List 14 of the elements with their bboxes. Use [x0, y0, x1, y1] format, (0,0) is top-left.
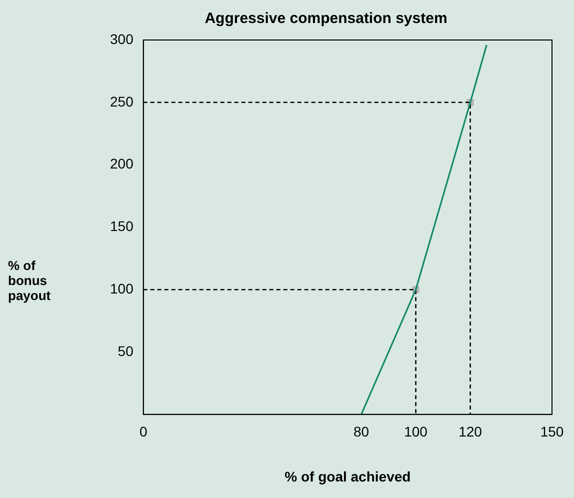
x-tick-label: 0	[139, 424, 148, 440]
x-tick-label: 120	[458, 424, 482, 440]
chart-title: Aggressive compensation system	[204, 10, 448, 28]
y-tick-label: 150	[110, 218, 134, 234]
y-tick-label: 250	[110, 93, 134, 110]
x-tick-label: 80	[354, 424, 370, 440]
y-tick-label: 200	[110, 156, 134, 172]
y-tick-label: 100	[110, 280, 134, 296]
x-axis-title: % of goal achieved	[284, 468, 411, 484]
y-tick-label: 300	[110, 30, 134, 47]
y-axis-title: % of bonus payout	[8, 258, 51, 303]
x-tick-label: 150	[540, 424, 564, 440]
x-tick-label: 100	[404, 424, 428, 440]
y-tick-label: 50	[118, 342, 134, 359]
